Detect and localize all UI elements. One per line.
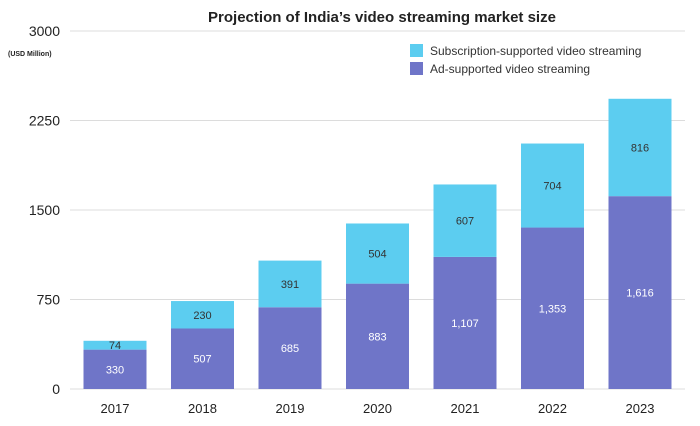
y-tick-label: 2250 [29,113,60,129]
data-labels: 330 74 507 230 685 391 883 504 1,107 607 1,353 704 1… [106,142,654,376]
data-label: 685 [281,343,299,355]
data-label: 230 [193,310,211,322]
chart-title: Projection of India’s video streaming ma… [208,9,556,26]
data-label: 816 [631,142,649,154]
data-label: 1,616 [626,288,654,300]
bar-subscription [433,184,497,257]
bars [83,98,672,389]
x-tick-label: 2019 [276,401,305,416]
legend-swatch [410,44,423,57]
x-axis-ticks: 2017 2018 2019 2020 2021 2022 2023 [101,401,655,416]
data-label: 607 [456,216,474,228]
bar-ad-supported [608,196,672,389]
data-label: 1,353 [539,303,567,315]
x-tick-label: 2022 [538,401,567,416]
y-axis-ticks: 0 750 1500 2250 3000 [29,23,60,397]
y-tick-label: 0 [52,381,60,397]
data-label: 1,107 [451,318,479,330]
legend: Subscription-supported video streaming Ad… [410,44,641,76]
legend-label: Ad-supported video streaming [430,62,590,76]
y-tick-label: 750 [37,292,61,308]
bar-subscription [83,340,147,350]
data-label: 507 [193,354,211,366]
x-tick-label: 2021 [451,401,480,416]
x-tick-label: 2023 [626,401,655,416]
x-tick-label: 2018 [188,401,217,416]
bar-ad-supported [346,283,409,389]
bar-subscription [346,223,409,284]
bar-subscription [171,301,234,329]
data-label: 883 [368,331,386,343]
data-label: 74 [109,340,121,352]
legend-swatch [410,62,423,75]
y-tick-label: 3000 [29,23,60,39]
bar-ad-supported [171,328,234,389]
bar-subscription [258,260,322,308]
data-label: 391 [281,279,299,291]
y-axis-unit-label: (USD Million) [8,51,52,58]
bar-ad-supported [433,256,497,389]
bar-subscription [521,143,584,228]
data-label: 704 [543,181,561,193]
data-label: 330 [106,364,124,376]
legend-label: Subscription-supported video streaming [430,44,641,58]
bar-subscription [608,98,672,197]
bar-ad-supported [521,227,584,389]
bar-ad-supported [258,307,322,389]
data-label: 504 [368,249,386,261]
x-tick-label: 2020 [363,401,392,416]
bar-ad-supported [83,349,147,389]
x-tick-label: 2017 [101,401,130,416]
y-tick-label: 1500 [29,202,60,218]
